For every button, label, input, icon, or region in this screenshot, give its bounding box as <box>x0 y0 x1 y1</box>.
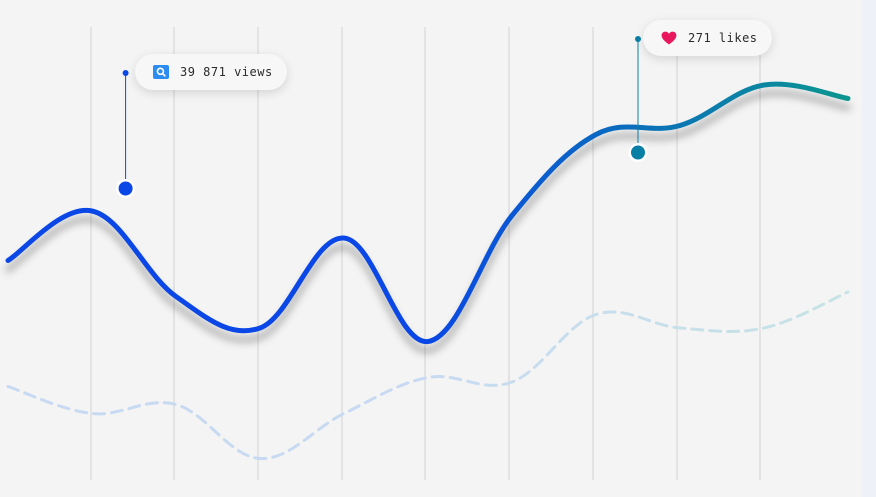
annotation-layer <box>116 36 648 198</box>
annotation-2-marker <box>631 145 645 160</box>
views-callout: 39 871 views <box>135 54 287 90</box>
likes-count-label: 271 likes <box>688 31 758 45</box>
annotation-1-top-dot <box>122 70 129 76</box>
heart-icon <box>661 30 677 46</box>
grid-lines <box>90 27 761 480</box>
series-1-shadow <box>5 90 851 354</box>
annotation-2-top-dot <box>635 36 641 42</box>
series-2-dashed-line <box>6 290 850 461</box>
annotation-1-marker <box>118 181 133 196</box>
likes-callout: 271 likes <box>643 20 772 56</box>
series-layer <box>5 81 851 461</box>
right-edge-panel <box>862 0 876 497</box>
views-count-label: 39 871 views <box>180 65 273 79</box>
series-1-line <box>5 81 851 344</box>
search-icon <box>153 64 169 80</box>
